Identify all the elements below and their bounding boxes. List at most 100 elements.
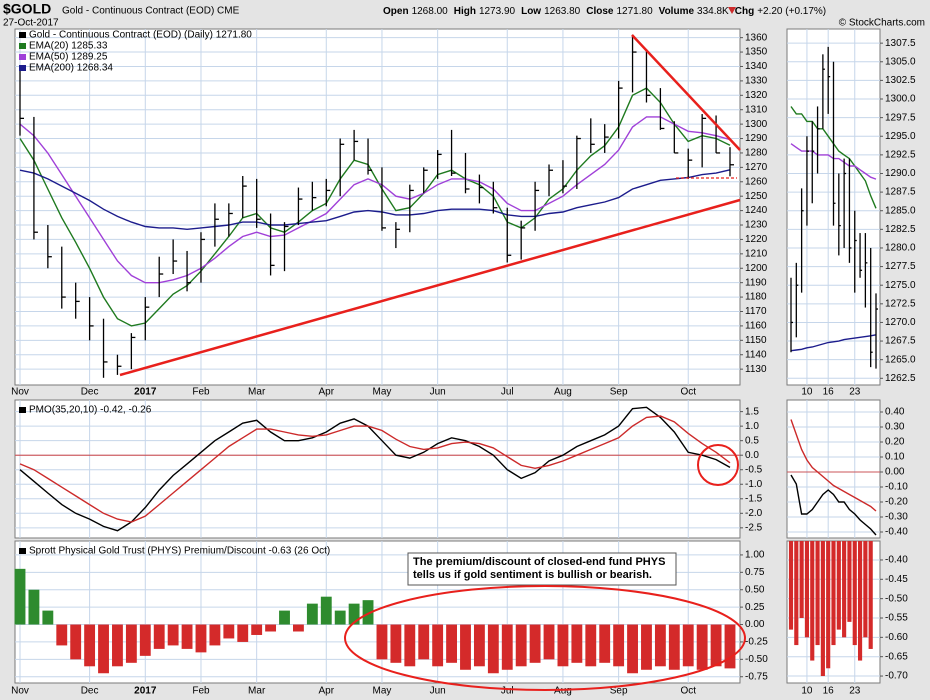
- zoom-pmo-panel: [786, 399, 881, 539]
- bar: [265, 624, 277, 632]
- bar: [585, 624, 597, 667]
- bar: [473, 624, 485, 667]
- annotation-text: The premium/discount of closed-end fund …: [413, 556, 665, 568]
- y-tick-label: 0.25: [745, 602, 765, 613]
- quote-stats: Open 1268.00 High 1273.90 Low 1263.80 Close 127…: [383, 6, 826, 17]
- series-line: [790, 334, 877, 352]
- y-tick-label: -0.20: [885, 497, 908, 508]
- y-tick-label: 1260: [745, 176, 768, 187]
- instrument-name: Gold - Continuous Contract (EOD) CME: [62, 6, 240, 17]
- y-tick-label: 1277.5: [885, 261, 916, 272]
- bar: [668, 624, 680, 670]
- series-line: [19, 406, 731, 532]
- y-tick-label: -0.70: [885, 671, 908, 682]
- bar: [810, 541, 815, 661]
- y-tick-label: 1292.5: [885, 150, 916, 161]
- y-tick-label: -0.10: [885, 482, 908, 493]
- x-tick-label: 10: [801, 686, 813, 697]
- y-tick-label: 1310: [745, 104, 768, 115]
- bar: [847, 541, 852, 622]
- bar: [857, 541, 863, 661]
- y-tick-label: 1305.0: [885, 56, 916, 67]
- bar: [820, 541, 825, 677]
- bar: [487, 624, 499, 674]
- y-tick-label: 1340: [745, 61, 768, 72]
- bar: [654, 624, 666, 667]
- y-tick-label: 1.00: [745, 550, 765, 561]
- y-tick-label: -2.5: [745, 522, 763, 533]
- bar: [710, 624, 722, 667]
- y-tick-label: 1150: [745, 335, 767, 346]
- y-tick-label: -0.45: [885, 574, 908, 585]
- y-tick-label: 1220: [745, 234, 768, 245]
- pmo-circle: [697, 444, 739, 486]
- x-tick-label: 16: [823, 387, 835, 398]
- y-tick-label: 1265.0: [885, 354, 916, 365]
- x-tick-label: Sep: [610, 686, 628, 697]
- x-tick-label: Mar: [248, 387, 266, 398]
- bar: [56, 624, 68, 646]
- bar: [125, 624, 137, 663]
- bar: [836, 541, 841, 630]
- y-tick-label: 1350: [745, 47, 768, 58]
- x-tick-label: Aug: [554, 387, 572, 398]
- y-tick-label: 0.30: [885, 422, 905, 433]
- x-tick-label: Oct: [680, 686, 696, 697]
- bar: [390, 624, 402, 663]
- x-tick-label: Apr: [318, 686, 334, 697]
- y-tick-label: 1290.0: [885, 168, 916, 179]
- stat-label: Volume: [659, 6, 695, 17]
- x-tick-label: Jul: [501, 387, 514, 398]
- pmo-panel: [14, 399, 741, 539]
- x-tick-label: Apr: [318, 387, 334, 398]
- legend-swatch: [19, 54, 26, 60]
- legend-swatch: [19, 407, 26, 413]
- bar: [195, 624, 207, 653]
- price-panel: [14, 28, 741, 386]
- x-tick-label: Mar: [248, 686, 266, 697]
- legend-swatch: [19, 548, 26, 554]
- y-tick-label: 1140: [745, 349, 767, 360]
- stat-value: +2.20 (+0.17%): [757, 6, 826, 17]
- bar: [804, 541, 810, 638]
- bar: [432, 624, 444, 667]
- down-arrow: [728, 7, 736, 14]
- bar: [627, 624, 638, 674]
- y-tick-label: 1270.0: [885, 317, 916, 328]
- stat-value: 1273.90: [479, 6, 516, 17]
- y-tick-label: 1300: [745, 119, 768, 130]
- y-tick-label: 1190: [745, 277, 767, 288]
- y-tick-label: 0.75: [745, 567, 765, 578]
- x-tick-label: 23: [849, 387, 861, 398]
- y-tick-label: 1262.5: [885, 373, 916, 384]
- bar: [682, 624, 694, 667]
- bar: [724, 624, 736, 669]
- bar: [446, 624, 457, 663]
- y-tick-label: 0.40: [885, 407, 905, 418]
- y-tick-label: 1240: [745, 205, 768, 216]
- x-tick-label: Aug: [554, 686, 572, 697]
- y-tick-label: 0.20: [885, 437, 905, 448]
- x-tick-label: Feb: [192, 387, 210, 398]
- credit: © StockCharts.com: [839, 18, 925, 29]
- stat-value: 1271.80: [616, 6, 653, 17]
- bar: [320, 596, 332, 625]
- x-tick-label: Jun: [430, 686, 446, 697]
- bar: [167, 624, 179, 646]
- x-tick-label: Nov: [11, 387, 29, 398]
- y-tick-label: 1280: [745, 148, 768, 159]
- y-tick-label: 1282.5: [885, 224, 916, 235]
- legend-swatch: [19, 32, 26, 38]
- bar: [696, 624, 708, 670]
- bar: [306, 603, 318, 625]
- stat-label: Close: [586, 6, 614, 17]
- y-tick-label: 1130: [745, 364, 767, 375]
- bar: [868, 541, 873, 649]
- series-line: [790, 419, 877, 512]
- y-tick-label: -0.50: [885, 593, 908, 604]
- y-tick-label: 1.0: [745, 421, 759, 432]
- y-tick-label: 1320: [745, 90, 768, 101]
- date: 27-Oct-2017: [3, 18, 59, 29]
- y-tick-label: 1290: [745, 133, 768, 144]
- bar: [571, 624, 583, 663]
